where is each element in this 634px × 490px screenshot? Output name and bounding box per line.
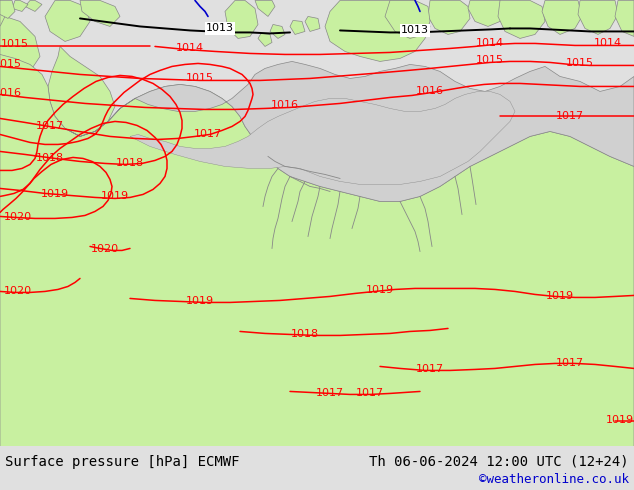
Text: 1018: 1018: [36, 153, 64, 164]
Text: 1015: 1015: [186, 74, 214, 83]
Polygon shape: [48, 47, 115, 136]
Text: 1019: 1019: [606, 416, 634, 425]
Polygon shape: [305, 17, 320, 31]
Polygon shape: [0, 0, 15, 19]
Text: 1015: 1015: [476, 55, 504, 66]
Text: 1016: 1016: [416, 86, 444, 97]
Text: 1020: 1020: [4, 287, 32, 296]
Text: 1017: 1017: [356, 389, 384, 398]
Polygon shape: [0, 0, 12, 56]
Polygon shape: [578, 0, 618, 34]
Polygon shape: [542, 0, 582, 34]
Text: 1014: 1014: [476, 38, 504, 49]
Polygon shape: [270, 24, 285, 38]
Text: 1017: 1017: [556, 111, 584, 122]
Polygon shape: [0, 54, 634, 446]
Text: Surface pressure [hPa] ECMWF: Surface pressure [hPa] ECMWF: [5, 455, 240, 469]
Polygon shape: [428, 0, 470, 34]
Polygon shape: [0, 86, 5, 126]
Text: 1017: 1017: [36, 122, 64, 131]
Text: 1015: 1015: [0, 59, 22, 70]
Polygon shape: [12, 0, 28, 11]
Text: 1019: 1019: [546, 292, 574, 301]
Text: 1017: 1017: [316, 389, 344, 398]
Text: 1020: 1020: [4, 213, 32, 222]
Polygon shape: [498, 0, 545, 38]
Text: 1014: 1014: [594, 38, 622, 49]
Polygon shape: [615, 0, 634, 36]
Text: 1013: 1013: [206, 24, 234, 33]
Polygon shape: [255, 0, 275, 17]
Text: 1017: 1017: [194, 129, 222, 140]
Polygon shape: [0, 136, 20, 446]
Polygon shape: [130, 92, 515, 184]
Polygon shape: [385, 0, 430, 38]
Polygon shape: [290, 21, 305, 34]
Polygon shape: [0, 17, 40, 76]
Polygon shape: [325, 0, 430, 61]
Polygon shape: [468, 0, 505, 26]
Text: Th 06-06-2024 12:00 UTC (12+24): Th 06-06-2024 12:00 UTC (12+24): [370, 455, 629, 469]
Polygon shape: [25, 0, 42, 11]
Text: 1019: 1019: [366, 286, 394, 295]
Text: 1017: 1017: [416, 365, 444, 374]
Polygon shape: [80, 0, 120, 26]
Text: ©weatheronline.co.uk: ©weatheronline.co.uk: [479, 473, 629, 487]
Polygon shape: [45, 0, 90, 42]
Text: 1016: 1016: [0, 88, 22, 98]
Text: 1014: 1014: [176, 44, 204, 53]
Text: 1015: 1015: [566, 58, 594, 69]
Text: 1019: 1019: [41, 190, 69, 199]
Text: 1020: 1020: [91, 245, 119, 254]
Text: 1018: 1018: [116, 158, 144, 169]
Text: 1013: 1013: [401, 25, 429, 35]
Text: 1015: 1015: [1, 39, 29, 49]
Text: 1018: 1018: [291, 329, 319, 340]
Text: 1016: 1016: [271, 100, 299, 110]
Polygon shape: [65, 61, 634, 201]
Text: 1017: 1017: [556, 359, 584, 368]
Polygon shape: [258, 33, 272, 47]
Text: 1019: 1019: [186, 296, 214, 306]
Polygon shape: [225, 0, 258, 38]
Text: 1019: 1019: [101, 192, 129, 201]
